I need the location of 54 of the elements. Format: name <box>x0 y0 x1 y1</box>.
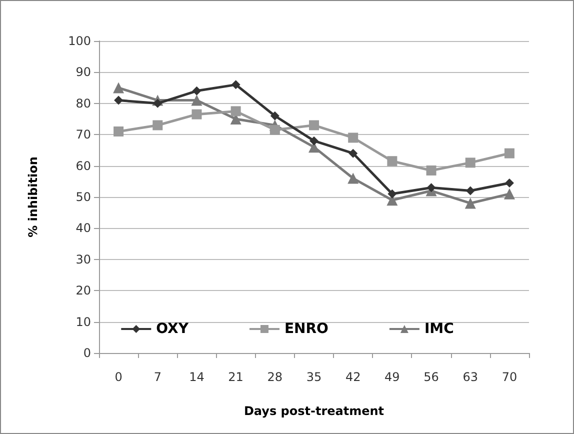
x-axis-title: Days post-treatment <box>244 404 384 418</box>
x-tick-label: 42 <box>345 370 361 384</box>
point <box>504 188 515 200</box>
x-tick-label: 63 <box>462 370 478 384</box>
point <box>387 156 398 166</box>
point <box>192 86 202 96</box>
point <box>426 183 436 192</box>
point <box>191 94 202 106</box>
point <box>348 148 358 158</box>
x-tick-label: 21 <box>228 370 244 384</box>
point <box>153 98 162 108</box>
point <box>230 106 241 116</box>
point <box>114 96 124 105</box>
y-tick-label: 60 <box>76 158 91 173</box>
point <box>426 165 436 176</box>
point <box>270 124 280 135</box>
y-tick-label: 100 <box>68 34 91 48</box>
y-axis-title: % inhibition <box>26 156 40 238</box>
point <box>152 120 163 130</box>
point <box>270 111 280 120</box>
point <box>114 126 124 136</box>
point <box>310 136 318 146</box>
point <box>466 186 475 196</box>
y-tick-label: 10 <box>76 314 91 329</box>
point <box>192 109 202 120</box>
legend-label: ENRO <box>284 321 329 337</box>
x-tick-label: 35 <box>306 370 322 384</box>
point <box>348 172 359 184</box>
y-tick-label: 20 <box>76 284 91 298</box>
y-tick-label: 40 <box>76 221 91 236</box>
y-tick-label: 0 <box>83 346 91 360</box>
point <box>464 198 476 209</box>
x-tick-label: 49 <box>384 370 400 384</box>
y-tick-label: 90 <box>76 65 91 80</box>
point <box>113 82 124 94</box>
y-tick-label: 30 <box>76 252 91 266</box>
x-tick-label: 70 <box>502 370 518 384</box>
x-tick-label: 28 <box>267 370 283 384</box>
x-tick-label: 0 <box>114 370 122 384</box>
legend-label: OXY <box>156 321 190 337</box>
y-tick-label: 50 <box>76 190 91 204</box>
legend-label: IMC <box>424 321 454 337</box>
point <box>465 158 476 168</box>
point <box>504 148 514 158</box>
y-tick-label: 70 <box>76 128 91 142</box>
y-tick-label: 80 <box>76 96 91 110</box>
point <box>348 132 358 143</box>
x-tick-label: 14 <box>189 370 204 384</box>
point <box>388 189 397 198</box>
point <box>504 178 514 188</box>
x-tick-label: 7 <box>154 370 162 384</box>
x-tick-label: 56 <box>424 370 439 384</box>
point <box>309 120 319 130</box>
point <box>231 80 240 90</box>
